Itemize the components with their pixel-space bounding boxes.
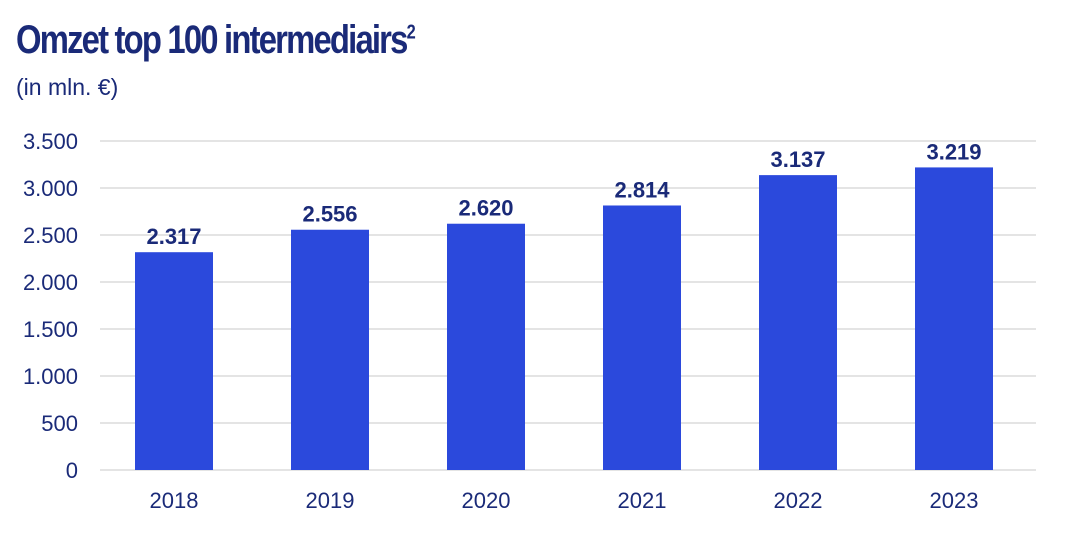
y-tick-label: 1.000 <box>23 364 78 389</box>
x-tick-label: 2023 <box>930 488 979 513</box>
data-label: 2.556 <box>302 202 357 227</box>
chart-title-wrap: Omzet top 100 intermediairs2 <box>16 18 503 63</box>
data-label: 2.620 <box>458 196 513 221</box>
x-tick-label: 2020 <box>462 488 511 513</box>
gridlines <box>100 140 1036 471</box>
data-labels: 2.317 2.556 2.620 2.814 3.137 3.219 <box>146 139 981 249</box>
x-tick-label: 2019 <box>306 488 355 513</box>
chart-title: Omzet top 100 intermediairs2 <box>16 18 416 63</box>
bar <box>447 223 525 470</box>
bar <box>759 175 837 470</box>
y-tick-label: 3.500 <box>23 129 78 154</box>
y-tick-label: 1.500 <box>23 317 78 342</box>
bars <box>135 167 993 470</box>
bar <box>135 252 213 470</box>
y-tick-label: 500 <box>41 411 78 436</box>
y-axis: 0 500 1.000 1.500 2.000 2.500 3.000 3.500 <box>23 129 78 483</box>
data-label: 2.814 <box>614 177 670 202</box>
bar <box>291 229 369 470</box>
y-tick-label: 0 <box>66 458 78 483</box>
data-label: 3.137 <box>770 147 825 172</box>
y-tick-label: 2.000 <box>23 270 78 295</box>
x-tick-label: 2018 <box>150 488 199 513</box>
y-tick-label: 3.000 <box>23 176 78 201</box>
bar <box>603 205 681 470</box>
x-axis: 2018 2019 2020 2021 2022 2023 <box>150 488 979 513</box>
data-label: 2.317 <box>146 224 201 249</box>
chart-subtitle: (in mln. €) <box>16 74 119 100</box>
data-label: 3.219 <box>926 139 981 164</box>
bar <box>915 167 993 470</box>
title-footnote-marker: 2 <box>406 21 416 44</box>
x-tick-label: 2022 <box>774 488 823 513</box>
x-tick-label: 2021 <box>618 488 667 513</box>
chart-title-text: Omzet top 100 intermediairs <box>16 18 408 62</box>
y-tick-label: 2.500 <box>23 223 78 248</box>
